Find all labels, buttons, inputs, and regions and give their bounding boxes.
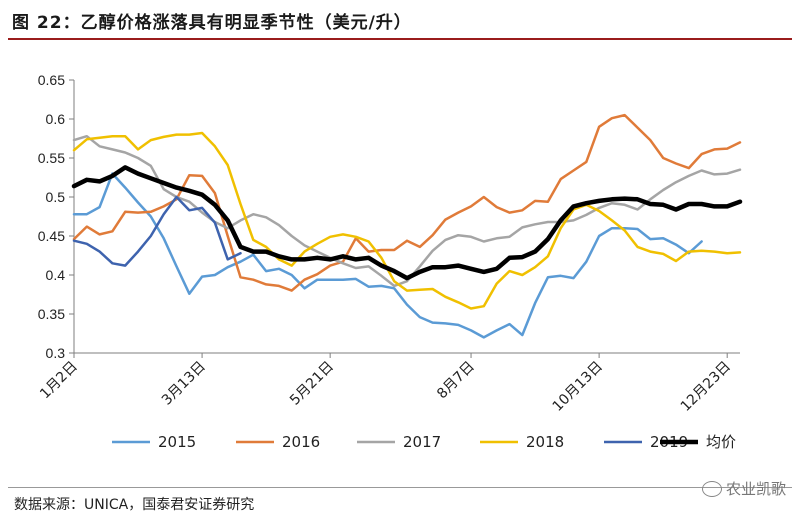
- legend-label-均价: 均价: [706, 433, 736, 451]
- y-tick-label: 0.65: [38, 72, 65, 88]
- source-divider: [8, 487, 792, 488]
- y-tick-label: 0.5: [46, 189, 66, 205]
- chart-series: [71, 113, 743, 339]
- y-tick-label: 0.45: [38, 228, 65, 244]
- watermark: 农业凯歌: [701, 478, 786, 499]
- figure-title: 图 22：乙醇价格涨落具有明显季节性（美元/升）: [12, 13, 412, 33]
- wechat-icon: [701, 480, 722, 497]
- series-line-2018: [72, 131, 742, 310]
- series-line-2017: [72, 134, 742, 288]
- x-tick-label: 12月23日: [678, 359, 734, 415]
- legend-label-2016: 2016: [282, 433, 320, 451]
- series-line-均价: [71, 165, 743, 281]
- source-note: 数据来源：UNICA，国泰君安证券研究: [14, 497, 255, 513]
- x-tick-label: 3月13日: [159, 359, 209, 409]
- series-line-2016: [72, 113, 742, 292]
- series-line-2015: [72, 172, 703, 339]
- y-tick-label: 0.4: [46, 267, 66, 283]
- watermark-text: 农业凯歌: [725, 480, 786, 498]
- chart-legend: 20152016201720182019均价: [112, 433, 736, 451]
- legend-label-2017: 2017: [403, 433, 441, 451]
- y-tick-label: 0.35: [38, 306, 65, 322]
- series-line-2019: [72, 195, 242, 267]
- title-divider: [8, 38, 792, 40]
- legend-label-2015: 2015: [158, 433, 196, 451]
- x-tick-label: 8月7日: [434, 359, 478, 403]
- x-tick-label: 10月13日: [550, 359, 606, 415]
- y-tick-label: 0.55: [38, 150, 65, 166]
- x-tick-label: 1月2日: [37, 359, 81, 403]
- y-tick-label: 0.3: [46, 345, 66, 361]
- x-tick-label: 5月21日: [287, 359, 337, 409]
- legend-label-2018: 2018: [526, 433, 564, 451]
- y-tick-label: 0.6: [46, 111, 66, 127]
